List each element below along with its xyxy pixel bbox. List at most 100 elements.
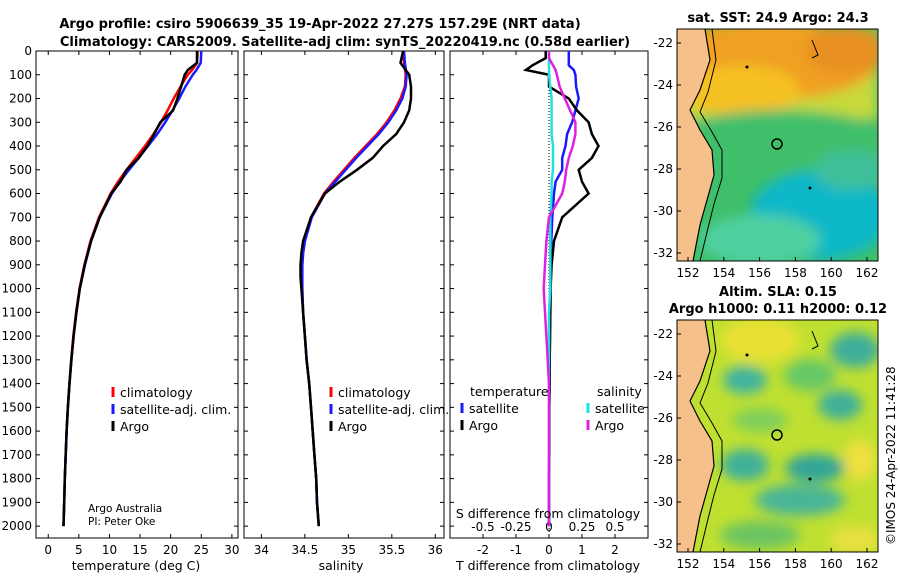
depth-tick-label: 400 [9, 139, 32, 153]
lon-tick-label: 162 [856, 557, 879, 571]
sla-map-field [677, 320, 878, 552]
lon-tick-label: 152 [677, 557, 700, 571]
depth-tick-label: 1300 [1, 353, 32, 367]
legend-climatology-label: climatology [120, 385, 193, 400]
depth-tick-label: 1600 [1, 424, 32, 438]
lat-tick-label: -30 [653, 204, 673, 218]
salinity-plot-area [243, 50, 445, 539]
lat-tick-label: -24 [653, 78, 673, 92]
depth-tick-label: 1200 [1, 329, 32, 343]
salinity-legend: climatology satellite-adj. clim. Argo [329, 385, 449, 434]
lat-tick-label: -32 [653, 246, 673, 260]
lon-tick-label: 158 [784, 266, 807, 280]
lat-tick-label: -28 [653, 162, 673, 176]
depth-tick-label: 1100 [1, 305, 32, 319]
temperature-panel: 0 100 200 300 400 500 600 700 800 900 1000 1100 1200… [1, 44, 239, 573]
sst-map-panel: sat. SST: 24.9 Argo: 24.3 [653, 11, 879, 280]
credit-org: Argo Australia [88, 503, 162, 515]
depth-tick-label: 1800 [1, 472, 32, 486]
depth-tick-label: 800 [9, 234, 32, 248]
legend2-argo-label: Argo [338, 419, 367, 434]
temperature-x-label: temperature (deg C) [72, 558, 201, 573]
lon-tick-label: 152 [677, 266, 700, 280]
x-tick-label: 34.5 [292, 543, 319, 557]
lon-tick-label: 156 [748, 557, 771, 571]
lon-tick-label: 162 [856, 266, 879, 280]
x-tick-label: 35.5 [378, 543, 405, 557]
legend-t-satellite-label: satellite [469, 401, 519, 416]
series-argo [62, 51, 199, 527]
lat-tick-label: -30 [653, 495, 673, 509]
lat-tick-label: -32 [653, 537, 673, 551]
x-tick-label: -1 [510, 543, 522, 557]
x-tick-label: 0 [545, 543, 553, 557]
credit-pi: PI: Peter Oke [88, 516, 155, 528]
s-tick-label: 0.25 [569, 520, 596, 534]
temperature-plot-area [35, 50, 239, 539]
lat-tick-label: -26 [653, 411, 673, 425]
sst-map-field [677, 29, 878, 261]
x-tick-label: -2 [477, 543, 489, 557]
depth-tick-label: 100 [9, 68, 32, 82]
x-tick-label: 36 [428, 543, 443, 557]
s-tick-label: -0.5 [471, 520, 494, 534]
depth-tick-label: 1500 [1, 400, 32, 414]
x-tick-label: 5 [75, 543, 83, 557]
s-difference-label: S difference from climatology [456, 506, 641, 521]
legend-s-satellite-label: satellite [595, 401, 645, 416]
difference-legend: temperature salinity satellite Argo sate… [460, 384, 645, 433]
x-tick-label: 0 [44, 543, 52, 557]
x-tick-label: 15 [132, 543, 147, 557]
lon-tick-label: 160 [820, 557, 843, 571]
lon-tick-label: 158 [784, 557, 807, 571]
sla-map-panel: Altim. SLA: 0.15 Argo h1000: 0.11 h2000:… [653, 285, 887, 571]
depth-tick-label: 1700 [1, 448, 32, 462]
sla-land-icon [677, 320, 714, 552]
legend2-climatology-label: climatology [338, 385, 411, 400]
legend-s-argo-label: Argo [595, 418, 624, 433]
depth-tick-label: 600 [9, 187, 32, 201]
series-argo [299, 50, 413, 527]
x-tick-label: 1 [578, 543, 586, 557]
lon-tick-label: 156 [748, 266, 771, 280]
legend-temp-header: temperature [470, 384, 549, 399]
legend-argo-label: Argo [120, 419, 149, 434]
legend-satellite-label: satellite-adj. clim. [120, 402, 231, 417]
x-tick-label: 30 [224, 543, 239, 557]
depth-tick-label: 1900 [1, 495, 32, 509]
depth-tick-label: 200 [9, 92, 32, 106]
lon-tick-label: 154 [712, 557, 735, 571]
depth-tick-label: 2000 [1, 519, 32, 533]
depth-tick-label: 900 [9, 258, 32, 272]
lat-tick-label: -28 [653, 453, 673, 467]
x-tick-label: 35 [341, 543, 356, 557]
sst-land-icon [677, 29, 714, 261]
depth-tick-label: 300 [9, 115, 32, 129]
sst-argo-location-icon [771, 138, 783, 150]
depth-tick-label: 1000 [1, 282, 32, 296]
temperature-legend: climatology satellite-adj. clim. Argo [111, 385, 231, 434]
sla-argo-location-icon [771, 429, 783, 441]
legend-t-argo-label: Argo [469, 418, 498, 433]
title-line-1: Argo profile: csiro 5906639_35 19-Apr-20… [59, 17, 580, 32]
imos-watermark: ©IMOS 24-Apr-2022 11:41:28 [884, 366, 898, 545]
lon-tick-label: 154 [712, 266, 735, 280]
salinity-x-label: salinity [319, 558, 364, 573]
salinity-panel: 34 34.5 35 35.5 36 climatology satellite-adj… [243, 50, 449, 573]
x-tick-label: 10 [102, 543, 117, 557]
depth-tick-label: 1400 [1, 377, 32, 391]
s-tick-label: 0 [545, 520, 553, 534]
series-salinity-argo [542, 51, 577, 527]
lat-tick-label: -24 [653, 369, 673, 383]
x-tick-label: 2 [611, 543, 619, 557]
lat-tick-label: -22 [653, 36, 673, 50]
t-difference-label: T difference from climatology [455, 558, 641, 573]
depth-tick-label: 700 [9, 210, 32, 224]
title-line-2: Climatology: CARS2009. Satellite-adj cli… [60, 35, 630, 50]
x-tick-label: 25 [194, 543, 209, 557]
lon-tick-label: 160 [820, 266, 843, 280]
sla-map-title-2: Argo h1000: 0.11 h2000: 0.12 [669, 302, 887, 317]
depth-tick-label: 500 [9, 163, 32, 177]
legend2-satellite-label: satellite-adj. clim. [338, 402, 449, 417]
